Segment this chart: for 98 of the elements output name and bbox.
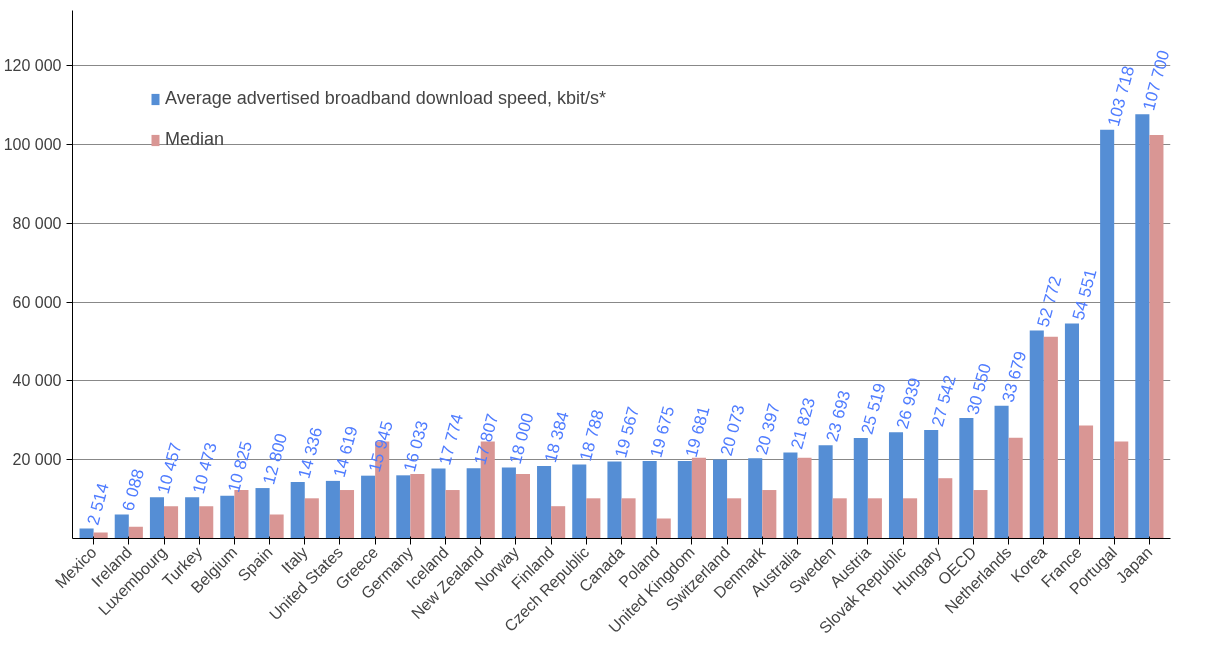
bar xyxy=(1008,437,1023,539)
legend-label: Average advertised broadband download speed, kbit/s* xyxy=(165,88,606,109)
bar xyxy=(445,490,460,539)
bar xyxy=(501,467,516,539)
data-label: 17 807 xyxy=(470,411,503,467)
bar xyxy=(431,468,446,539)
bar xyxy=(269,514,284,539)
bar xyxy=(164,506,179,539)
data-label: 14 336 xyxy=(294,425,327,481)
data-label: 14 619 xyxy=(329,424,362,480)
bar xyxy=(1043,336,1058,539)
bar xyxy=(586,498,601,539)
y-tick-label: 60 000 xyxy=(12,293,62,311)
bar xyxy=(691,457,706,539)
data-label: 19 675 xyxy=(646,404,679,460)
bar xyxy=(220,495,235,539)
data-label: 10 457 xyxy=(153,440,186,496)
bar xyxy=(515,473,530,539)
bar xyxy=(783,452,798,539)
bar xyxy=(994,405,1009,539)
bar xyxy=(903,498,918,539)
data-label: 2 514 xyxy=(83,481,113,528)
data-label: 107 700 xyxy=(1139,48,1174,113)
y-tick-label: 40 000 xyxy=(12,372,62,390)
data-label: 10 473 xyxy=(188,440,221,496)
bar xyxy=(572,464,587,539)
bar xyxy=(304,498,319,539)
bar xyxy=(1149,135,1164,539)
bar xyxy=(290,482,305,539)
bar xyxy=(748,458,763,539)
data-label: 19 567 xyxy=(611,404,644,460)
bar xyxy=(973,490,988,539)
bar xyxy=(537,466,552,539)
data-label: 25 519 xyxy=(857,381,890,437)
bar xyxy=(853,437,868,539)
bar xyxy=(1079,425,1094,539)
bar xyxy=(396,475,411,539)
bar xyxy=(185,497,200,539)
bar xyxy=(325,480,340,539)
data-label: 23 693 xyxy=(822,388,855,444)
data-label: 16 033 xyxy=(400,418,432,474)
data-label: 21 823 xyxy=(787,395,820,451)
y-tick-label: 20 000 xyxy=(12,451,62,469)
bar xyxy=(713,459,728,539)
bar xyxy=(727,498,742,539)
bar xyxy=(1114,441,1129,539)
data-label: 54 551 xyxy=(1068,266,1101,323)
data-label: 30 550 xyxy=(963,361,996,417)
bar xyxy=(1135,114,1150,539)
data-label: 17 774 xyxy=(435,411,468,467)
bar xyxy=(466,468,481,539)
y-tick-label: 120 000 xyxy=(3,57,62,75)
legend-label: Median xyxy=(165,129,225,150)
data-label: 18 788 xyxy=(576,407,608,463)
data-label: 20 397 xyxy=(752,401,784,457)
y-tick-label: 100 000 xyxy=(3,135,62,153)
bar xyxy=(1100,129,1115,539)
bar xyxy=(1029,330,1044,539)
bar xyxy=(79,528,94,539)
data-label: 27 542 xyxy=(928,373,960,429)
bar xyxy=(832,498,847,539)
data-label: 26 939 xyxy=(892,375,925,431)
bar xyxy=(677,460,692,539)
data-label: 33 679 xyxy=(998,349,1031,405)
data-label: 19 681 xyxy=(681,404,714,460)
bar xyxy=(924,429,939,539)
bar xyxy=(128,526,143,539)
bar xyxy=(797,457,812,539)
data-label: 18 384 xyxy=(540,409,573,465)
bar xyxy=(234,490,249,539)
data-label: 15 945 xyxy=(364,418,397,475)
bar xyxy=(656,518,671,539)
bar xyxy=(818,445,833,539)
data-label: 6 088 xyxy=(118,466,148,513)
data-label: 52 772 xyxy=(1033,273,1066,330)
bar xyxy=(959,418,974,539)
bar xyxy=(114,514,129,539)
data-label: 18 000 xyxy=(505,410,538,467)
data-label: 20 073 xyxy=(716,402,749,458)
bar xyxy=(642,460,657,539)
bar xyxy=(1064,323,1079,539)
bar xyxy=(621,498,636,539)
bar xyxy=(339,490,355,539)
y-tick-label: 80 000 xyxy=(12,214,62,232)
bar xyxy=(938,478,953,539)
bar xyxy=(551,506,566,539)
bar xyxy=(149,497,164,539)
bar xyxy=(762,490,777,539)
bar xyxy=(888,432,904,539)
bar xyxy=(607,461,622,539)
bar xyxy=(361,475,376,539)
data-label: 12 800 xyxy=(259,431,292,487)
bar xyxy=(199,506,214,539)
data-label: 103 718 xyxy=(1103,64,1139,129)
bar xyxy=(255,488,270,539)
data-label: 10 825 xyxy=(224,439,256,495)
bar xyxy=(410,473,425,539)
bar xyxy=(867,498,882,539)
